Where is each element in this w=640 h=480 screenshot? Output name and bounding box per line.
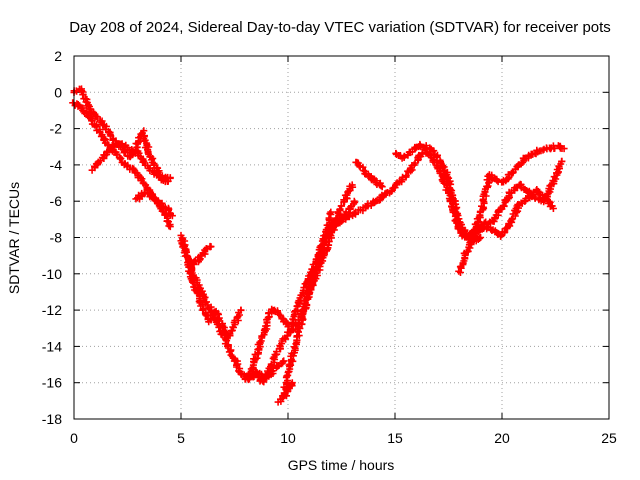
data-point bbox=[430, 147, 438, 155]
y-tick-label: -16 bbox=[42, 375, 62, 391]
y-tick-label: -4 bbox=[50, 157, 63, 173]
data-point bbox=[166, 174, 174, 182]
series-trace-10 bbox=[279, 208, 335, 400]
data-point bbox=[262, 322, 270, 330]
series-trace-1 bbox=[70, 85, 174, 182]
data-point bbox=[558, 157, 566, 165]
data-point bbox=[517, 199, 525, 207]
data-point bbox=[304, 293, 311, 301]
data-point bbox=[189, 278, 196, 286]
y-tick-label: -8 bbox=[50, 230, 63, 246]
x-tick-label: 15 bbox=[387, 430, 403, 446]
series-trace-15 bbox=[352, 158, 386, 191]
y-tick-label: -18 bbox=[42, 411, 62, 427]
data-points bbox=[69, 85, 568, 406]
y-tick-label: -6 bbox=[50, 193, 63, 209]
data-point bbox=[493, 176, 501, 184]
data-point bbox=[280, 357, 288, 365]
data-point bbox=[221, 328, 229, 336]
data-point bbox=[244, 370, 252, 378]
data-point bbox=[237, 306, 245, 314]
data-point bbox=[560, 145, 568, 153]
plot-frame bbox=[73, 55, 610, 420]
data-point bbox=[477, 234, 485, 241]
series-trace-8 bbox=[241, 197, 359, 383]
x-tick-label: 5 bbox=[177, 430, 185, 446]
data-point bbox=[290, 325, 298, 333]
series-trace-13 bbox=[392, 140, 568, 241]
data-point bbox=[168, 212, 176, 220]
x-tick-label: 20 bbox=[494, 430, 510, 446]
series-trace-4 bbox=[132, 189, 176, 220]
data-point bbox=[439, 166, 447, 174]
data-point bbox=[164, 177, 172, 185]
series-trace-5 bbox=[177, 231, 288, 384]
data-point bbox=[540, 196, 548, 204]
series-trace-6 bbox=[178, 237, 245, 342]
data-point bbox=[117, 140, 125, 148]
series-trace-14 bbox=[455, 186, 557, 276]
data-point bbox=[509, 210, 517, 218]
chart-title: Day 208 of 2024, Sidereal Day-to-day VTE… bbox=[69, 19, 611, 36]
data-point bbox=[326, 210, 334, 218]
data-point bbox=[350, 197, 358, 205]
data-point bbox=[359, 163, 367, 171]
data-point bbox=[211, 309, 219, 316]
series-trace-11 bbox=[274, 379, 296, 406]
y-tick-label: 2 bbox=[54, 48, 62, 64]
x-tick-label: 0 bbox=[70, 430, 78, 446]
data-point bbox=[283, 372, 291, 380]
data-point bbox=[327, 208, 335, 216]
data-point bbox=[378, 183, 386, 191]
series-trace-7 bbox=[186, 242, 215, 272]
data-point bbox=[320, 232, 328, 240]
data-point bbox=[517, 160, 525, 168]
data-point bbox=[269, 354, 277, 362]
data-point bbox=[466, 234, 474, 242]
y-tick-label: -12 bbox=[42, 302, 62, 318]
data-point bbox=[501, 228, 509, 236]
data-point bbox=[140, 180, 148, 188]
x-tick-label: 10 bbox=[280, 430, 296, 446]
data-point bbox=[546, 182, 554, 190]
data-point bbox=[301, 299, 309, 307]
y-tick-label: -2 bbox=[50, 121, 63, 137]
series-trace-16 bbox=[451, 217, 485, 246]
data-point bbox=[78, 87, 86, 95]
data-point bbox=[288, 379, 296, 387]
data-point bbox=[549, 205, 557, 212]
data-point bbox=[497, 206, 504, 213]
data-point bbox=[207, 243, 215, 251]
x-tick-label: 25 bbox=[601, 430, 617, 446]
data-point bbox=[202, 245, 210, 252]
data-point bbox=[350, 209, 358, 217]
data-point bbox=[476, 235, 483, 242]
grid bbox=[74, 56, 609, 419]
series-trace-12 bbox=[326, 145, 566, 241]
series-trace-3 bbox=[88, 127, 172, 186]
data-point bbox=[79, 91, 87, 99]
data-point bbox=[526, 193, 533, 201]
y-tick-label: -10 bbox=[42, 266, 62, 282]
data-point bbox=[305, 284, 313, 292]
data-point bbox=[186, 264, 194, 272]
y-tick-label: -14 bbox=[42, 338, 62, 354]
data-point bbox=[253, 354, 261, 362]
y-tick-label: 0 bbox=[54, 84, 62, 100]
data-point bbox=[348, 181, 356, 189]
x-axis-label: GPS time / hours bbox=[288, 457, 395, 473]
data-point bbox=[166, 223, 174, 231]
y-axis-label: SDTVAR / TECUs bbox=[6, 182, 22, 294]
data-point bbox=[337, 202, 345, 210]
data-point bbox=[252, 370, 260, 378]
